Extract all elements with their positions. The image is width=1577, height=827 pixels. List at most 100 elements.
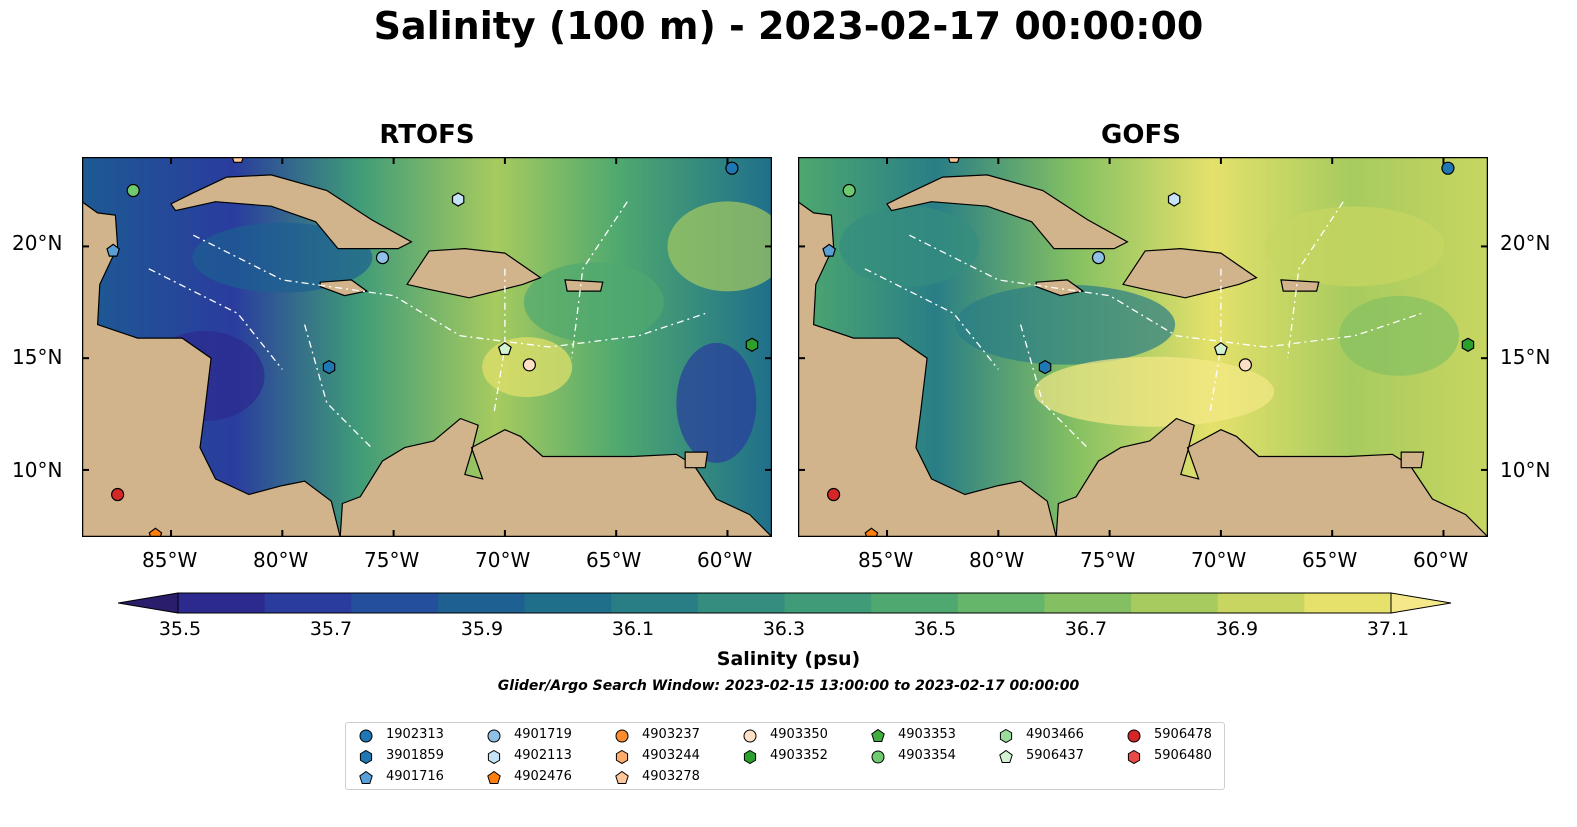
land-puerto-rico: [564, 279, 604, 292]
eez-boundary: [864, 268, 999, 370]
eez-boundary: [1287, 201, 1344, 359]
eez-boundary: [193, 234, 706, 348]
lat-label: 15°N: [12, 345, 63, 369]
float-marker: [745, 337, 759, 352]
land-puerto-rico: [1280, 279, 1320, 292]
land-hispaniola: [1122, 247, 1258, 299]
colorbar-label: Salinity (psu): [716, 648, 861, 670]
colorbar-tick: 36.5: [913, 618, 957, 640]
search-window-caption: Glider/Argo Search Window: 2023-02-15 13…: [497, 678, 1080, 694]
lat-label: 15°N: [1500, 345, 1551, 369]
float-marker: [864, 527, 879, 537]
float-marker: [1167, 192, 1181, 207]
hexagon-marker-icon: [743, 749, 757, 765]
circle-marker-icon: [359, 729, 373, 743]
lon-label: 60°W: [697, 548, 753, 572]
map-frame: [82, 157, 772, 537]
colorbar-segment: [871, 593, 959, 613]
circle-marker-icon: [1127, 729, 1141, 743]
lon-label: 80°W: [969, 548, 1025, 572]
land-central-am: [82, 200, 341, 537]
lon-label: 85°W: [142, 548, 198, 572]
hexagon-marker-icon: [615, 749, 629, 765]
salinity-eddy: [1034, 356, 1275, 427]
salinity-eddy: [1338, 295, 1459, 376]
land-south-am: [1055, 417, 1488, 537]
float-marker: [822, 243, 837, 257]
map-frame: [798, 157, 1488, 537]
lat-label: 10°N: [1500, 458, 1551, 482]
colorbar-extend-high: [1390, 592, 1452, 614]
circle-marker-icon: [871, 750, 885, 764]
float-marker: [1091, 250, 1106, 265]
float-legend: 1902313 3901859 4901716 4901719 4902113 …: [345, 722, 1225, 790]
colorbar-segment: [178, 593, 266, 613]
float-marker: [148, 527, 163, 537]
colorbar-tick: 36.7: [1064, 618, 1108, 640]
salinity-eddy: [523, 262, 664, 343]
eez-boundary: [1019, 324, 1088, 449]
pentagon-marker-icon: [999, 749, 1013, 763]
eez-boundary: [571, 201, 628, 359]
colorbar-tick: 36.1: [611, 618, 655, 640]
lon-label: 80°W: [253, 548, 309, 572]
colorbar-frame: [177, 592, 1392, 614]
pentagon-marker-icon: [359, 770, 373, 784]
colorbar-segment: [697, 593, 785, 613]
lon-label: 65°W: [1302, 548, 1358, 572]
float-marker: [322, 359, 336, 375]
circle-marker-icon: [487, 729, 501, 743]
float-marker: [497, 341, 512, 356]
float-marker: [1441, 161, 1455, 175]
eez-boundary: [493, 268, 506, 415]
float-marker: [375, 250, 390, 265]
colorbar-segment: [437, 593, 526, 613]
colorbar: [117, 592, 1452, 614]
land-cuba: [170, 174, 413, 250]
float-marker: [1238, 358, 1252, 372]
colorbar-segment: [957, 593, 1045, 613]
pentagon-marker-icon: [871, 728, 885, 742]
lat-label: 20°N: [12, 231, 63, 255]
land-trinidad: [1400, 451, 1425, 469]
float-marker: [126, 183, 140, 198]
lon-label: 75°W: [364, 548, 420, 572]
salinity-eddy: [955, 284, 1176, 365]
land-south-am: [339, 417, 772, 537]
hexagon-marker-icon: [359, 749, 373, 765]
float-marker: [106, 243, 121, 257]
colorbar-tick: 36.3: [762, 618, 806, 640]
eez-boundary: [303, 324, 372, 449]
float-marker: [725, 161, 739, 175]
pentagon-marker-icon: [487, 770, 501, 784]
colorbar-segment: [524, 593, 612, 613]
salinity-eddy: [1264, 206, 1445, 287]
salinity-eddy: [676, 342, 757, 463]
land-trinidad: [684, 451, 709, 469]
float-marker: [1038, 359, 1052, 375]
float-marker: [451, 192, 465, 207]
colorbar-tick: 35.9: [460, 618, 504, 640]
rtofs-map: [82, 157, 772, 537]
lon-label: 60°W: [1413, 548, 1469, 572]
salinity-eddy: [839, 206, 980, 287]
circle-marker-icon: [615, 729, 629, 743]
hexagon-marker-icon: [1127, 749, 1141, 765]
eez-boundary: [148, 268, 283, 370]
float-marker: [1461, 337, 1475, 352]
float-marker: [827, 487, 841, 502]
colorbar-segment: [784, 593, 872, 613]
gofs-map: [798, 157, 1488, 537]
land-hispaniola: [406, 247, 542, 299]
float-marker: [522, 358, 536, 372]
hexagon-marker-icon: [487, 749, 501, 765]
colorbar-segment: [1131, 593, 1219, 613]
salinity-eddy: [192, 222, 373, 293]
land-central-am: [798, 200, 1057, 537]
land-cuba: [886, 174, 1129, 250]
lat-label: 20°N: [1500, 231, 1551, 255]
colorbar-segment: [1217, 593, 1305, 613]
lon-label: 70°W: [1191, 548, 1247, 572]
lon-label: 75°W: [1080, 548, 1136, 572]
colorbar-segment: [611, 593, 699, 613]
